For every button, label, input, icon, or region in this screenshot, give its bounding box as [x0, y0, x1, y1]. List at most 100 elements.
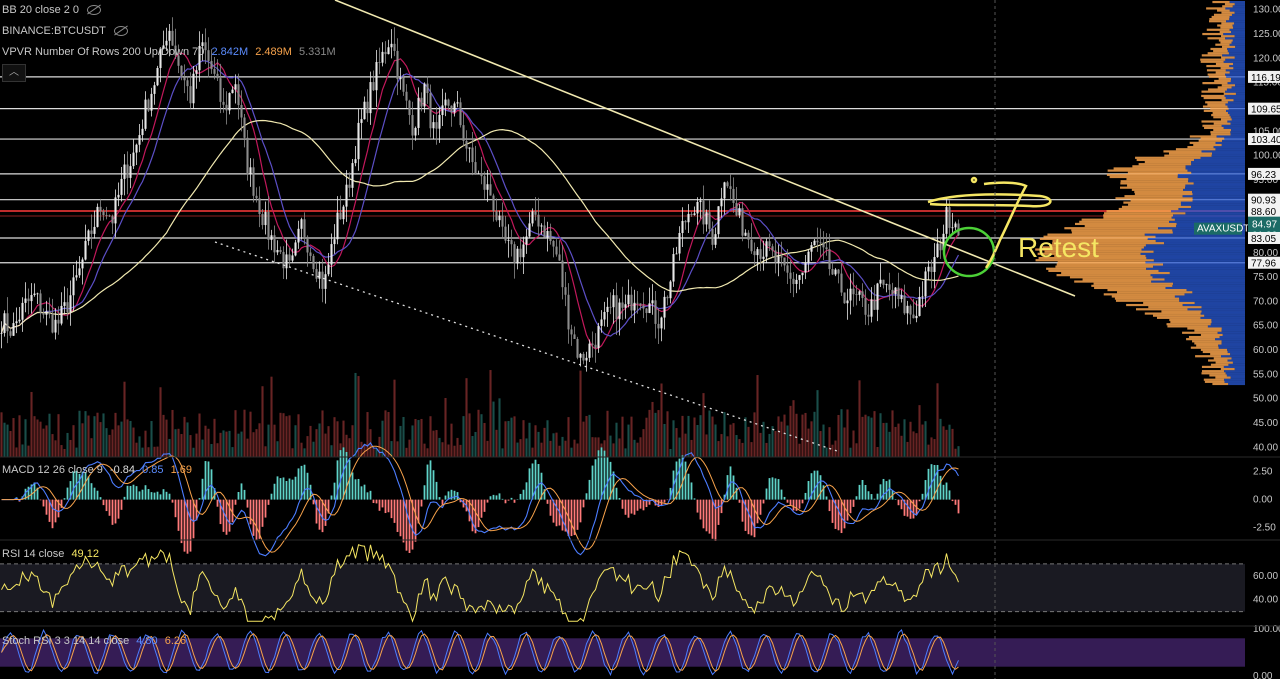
eye-off-icon[interactable] — [87, 5, 102, 16]
macd-histogram-bar — [801, 499, 804, 504]
macd-histogram-bar — [519, 493, 522, 500]
volume-bar — [90, 438, 93, 457]
vpvr-up-row — [1221, 84, 1236, 87]
volume-bar — [417, 420, 420, 457]
rsi-band — [0, 563, 1245, 612]
vpvr-up-row — [1200, 333, 1223, 336]
candle-body — [618, 302, 621, 320]
candle-body — [861, 291, 864, 299]
ma-mid-line — [0, 60, 960, 337]
vpvr-up-row — [1214, 79, 1231, 83]
macd-histogram-bar — [402, 499, 405, 543]
volume-bar — [789, 405, 792, 457]
candle-body — [438, 114, 441, 129]
macd-legend[interactable]: MACD 12 26 close 9 -0.84 0.85 1.69 — [2, 464, 196, 476]
candle-body — [651, 300, 654, 304]
volume-bar — [372, 447, 375, 457]
candle-body — [891, 289, 894, 295]
vpvr-legend[interactable]: VPVR Number Of Rows 200 Up/Down 70 2.842… — [2, 46, 340, 58]
moving-averages — [0, 52, 960, 350]
macd-histogram-bar — [876, 493, 879, 500]
macd-histogram-bar — [789, 499, 792, 506]
volume-bar — [51, 434, 54, 457]
macd-histogram-bar — [645, 499, 648, 508]
vpvr-up-row — [1221, 22, 1235, 25]
volume-bar — [138, 436, 141, 457]
vpvr-up-row — [1126, 303, 1183, 307]
candle-body — [243, 117, 246, 138]
volume-bar — [237, 433, 240, 457]
vpvr-up-row — [1213, 116, 1231, 119]
macd-histogram-bar — [510, 497, 513, 500]
macd-histogram-bar — [837, 499, 840, 531]
volume-bar — [186, 422, 189, 457]
volume-bar — [741, 442, 744, 457]
price-tick-label: 80.00 — [1253, 248, 1278, 259]
vpvr-down-row — [1201, 310, 1245, 313]
vpvr-down-row — [1234, 22, 1245, 25]
vpvr-up-row — [1109, 175, 1178, 179]
volume-bar — [645, 417, 648, 457]
macd-histogram-bar — [804, 492, 807, 500]
volume-bar — [687, 415, 690, 457]
vpvr-down-row — [1231, 128, 1245, 132]
volume-bar — [501, 448, 504, 457]
vpvr-down-row — [1223, 32, 1245, 36]
candle-body — [456, 102, 459, 104]
vpvr-down-row — [1152, 276, 1245, 279]
vpvr-up-row — [1192, 340, 1222, 343]
bb-legend[interactable]: BB 20 close 2 0 — [2, 4, 105, 16]
volume-bar — [69, 439, 72, 457]
macd-histogram-bar — [822, 485, 825, 500]
vpvr-down-row — [1179, 299, 1245, 302]
macd-histogram-bar — [396, 499, 399, 532]
candle-body — [531, 211, 534, 224]
candle-body — [159, 48, 162, 69]
volume-bar — [897, 423, 900, 457]
macd-histogram-bar — [951, 499, 954, 502]
vpvr-up-row — [1202, 82, 1228, 85]
vpvr-up-row — [1223, 92, 1236, 95]
candle-body — [834, 269, 837, 275]
volume-bar — [582, 421, 585, 457]
candle-body — [705, 212, 708, 225]
macd-histogram-bar — [201, 478, 204, 500]
volume-bar — [429, 416, 432, 457]
candle-body — [846, 300, 849, 304]
candle-body — [129, 166, 132, 178]
vpvr-down-row — [1224, 370, 1245, 373]
vpvr-down-row — [1164, 278, 1245, 281]
vpvr-value-up: 2.842M — [211, 46, 249, 58]
vpvr-down-row — [1187, 169, 1245, 172]
pair-legend[interactable]: BINANCE:BTCUSDT — [2, 25, 132, 37]
vpvr-up-row — [1222, 5, 1233, 8]
volume-bar — [270, 376, 273, 457]
macd-histogram-bar — [525, 482, 528, 500]
candle-body — [885, 284, 888, 286]
rsi-legend[interactable]: RSI 14 close 49.12 — [2, 548, 103, 560]
volume-bar — [486, 440, 489, 457]
macd-histogram-bar — [45, 499, 48, 515]
volume-bar — [945, 429, 948, 457]
volume-bar — [324, 433, 327, 457]
collapse-legend-button[interactable]: ︿ — [2, 64, 26, 82]
stoch-legend[interactable]: Stoch RSI 3 3 14 14 close 4.80 6.26 — [2, 635, 190, 647]
candle-body — [708, 212, 711, 229]
volume-bar — [762, 421, 765, 457]
vpvr-down-row — [1234, 35, 1245, 38]
volume-bar — [708, 410, 711, 457]
volume-bar — [801, 414, 804, 457]
eye-off-icon[interactable] — [113, 26, 128, 37]
vpvr-down-row — [1164, 242, 1245, 245]
volume-bar — [771, 426, 774, 457]
vpvr-up-row — [1204, 380, 1225, 383]
candle-body — [333, 239, 336, 245]
vpvr-up-row — [1052, 239, 1156, 243]
macd-histogram-bar — [285, 480, 288, 500]
price-tag-label: 83.05 — [1251, 234, 1276, 245]
macd-histogram-bar — [717, 499, 720, 525]
vpvr-up-row — [1144, 160, 1192, 164]
macd-histogram-bar — [906, 499, 909, 517]
